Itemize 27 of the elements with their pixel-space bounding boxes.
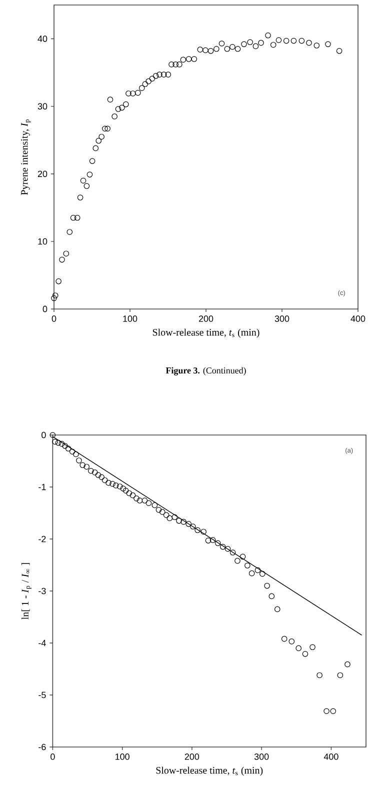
y-tick-label: 10 [38, 238, 48, 245]
x-axis-title: Slow-release time, t$_{s}$ (min) [152, 328, 260, 338]
x-tick-label: 300 [274, 316, 290, 322]
x-tick-label: 100 [123, 316, 138, 322]
y-tick-label: 0 [42, 432, 46, 438]
y-axis-title: Pyrene intensity, I$_{p}$ [21, 120, 31, 195]
y-tick-label: -3 [38, 588, 46, 594]
x-tick-label: 0 [50, 754, 55, 760]
text: Figure 3. (Continued) [166, 367, 246, 376]
y-tick-label: -5 [38, 692, 46, 698]
y-tick-label: -2 [38, 536, 46, 542]
x-axis-title: Slow-release time, t$_{s}$ (min) [156, 766, 263, 776]
y-tick-label: -1 [38, 484, 46, 490]
y-tick-label: 40 [38, 36, 48, 42]
y-axis-title: ln[ 1 - I$_{p}$ / I$_{∞}$ ] [21, 563, 32, 620]
y-tick-label: 0 [42, 306, 48, 312]
x-tick-label: 0 [52, 316, 56, 322]
x-tick-label: 300 [254, 754, 269, 760]
x-tick-label: 200 [198, 316, 214, 322]
y-tick-label: 20 [38, 170, 48, 178]
x-tick-label: 400 [350, 316, 366, 322]
x-tick-label: 200 [184, 754, 200, 760]
x-tick-label: 400 [324, 754, 338, 760]
y-tick-label: 30 [38, 103, 48, 110]
y-tick-label: -4 [38, 640, 46, 646]
x-tick-label: 100 [116, 754, 130, 760]
y-tick-label: -6 [38, 744, 46, 750]
